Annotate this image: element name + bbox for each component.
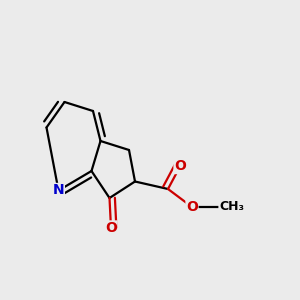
Text: O: O [186, 200, 198, 214]
Text: CH₃: CH₃ [219, 200, 244, 214]
Text: N: N [53, 184, 64, 197]
Text: O: O [105, 221, 117, 235]
Text: O: O [174, 160, 186, 173]
